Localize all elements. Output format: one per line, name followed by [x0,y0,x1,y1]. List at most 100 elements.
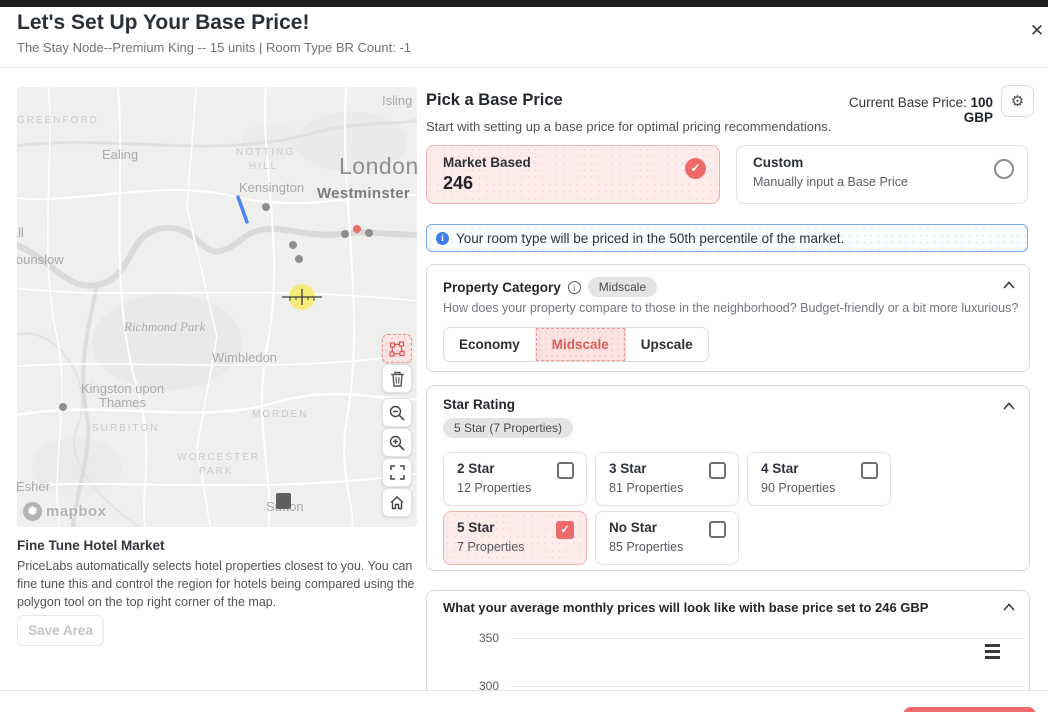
map-label-morden: MORDEN [252,409,309,420]
map-label-greenford: GREENFORD [17,115,99,126]
chevron-up-icon[interactable] [1003,603,1015,611]
next-button[interactable] [903,707,1036,712]
property-category-title: Property Category [443,279,561,295]
gear-icon: ⚙ [1010,92,1025,110]
hotel-dot [289,241,297,249]
property-category-header: Property Category i Midscale [443,277,658,297]
map-label-surbiton: SURBITON [92,423,160,434]
category-midscale-button[interactable]: Midscale [535,328,625,361]
gridline [511,638,1023,639]
dialog-footer [0,690,1048,712]
market-based-label: Market Based [443,155,531,170]
backdrop-bar [0,0,1048,7]
fullscreen-button[interactable] [382,458,412,487]
fullscreen-icon [389,465,405,480]
custom-option[interactable]: Custom Manually input a Base Price [736,145,1028,204]
map-label-hill: HILL [249,161,279,172]
map-label-esher: Esher [17,479,50,494]
pick-base-price-subtitle: Start with setting up a base price for o… [426,119,832,134]
map-label-ealing: Ealing [102,147,139,162]
polygon-tool-button[interactable] [382,334,412,363]
hotel-dot [262,203,270,211]
map-label-richmond-park: Richmond Park [124,319,206,334]
percentile-info-text: Your room type will be priced in the 50t… [456,230,845,246]
y-axis-tick: 350 [478,631,499,645]
property-category-description: How does your property compare to those … [443,301,1019,315]
property-category-segmented-control: Economy Midscale Upscale [443,327,709,362]
current-base-price: Current Base Price: 100 GBP [848,95,993,125]
selected-check-icon: ✓ [685,158,706,179]
map-label-park: PARK [199,466,234,477]
crosshair-icon [282,289,322,305]
property-category-panel: Property Category i Midscale How does yo… [426,264,1030,372]
map-roads-decoration [17,87,417,527]
star-option-4[interactable]: 4 Star 90 Properties [747,452,891,506]
checkbox-no-star[interactable] [709,521,726,538]
star-option-5[interactable]: 5 Star 7 Properties ✓ [443,511,587,565]
custom-description: Manually input a Base Price [753,175,908,189]
mapbox-icon: ✹ [23,502,42,521]
hotel-dot [365,229,373,237]
star-option-none[interactable]: No Star 85 Properties [595,511,739,565]
map-label-worcester: WORCESTER [177,452,260,463]
info-circle-icon[interactable]: i [567,280,581,294]
map-label-kensington: Kensington [239,180,305,195]
home-icon [390,496,404,510]
hotel-dot [341,230,349,238]
star-option-3[interactable]: 3 Star 81 Properties [595,452,739,506]
zoom-out-icon [389,405,405,421]
chevron-up-icon[interactable] [1003,402,1015,410]
star-rating-title: Star Rating [443,397,516,412]
zoom-in-button[interactable] [382,428,412,457]
current-base-price-value: 100 GBP [963,95,993,125]
recenter-home-button[interactable] [382,488,412,517]
map-label-westminster: Westminster [317,185,411,202]
map-label-notting: NOTTING [236,147,295,158]
chart-title: What your average monthly prices will lo… [443,600,929,615]
fine-tune-description: PriceLabs automatically selects hotel pr… [17,559,415,609]
header-divider [0,67,1048,68]
hotel-dot-highlight [353,225,361,233]
star-rating-badge: 5 Star (7 Properties) [443,418,574,438]
map-label-wimbledon: Wimbledon [212,350,278,365]
star-option-2[interactable]: 2 Star 12 Properties [443,452,587,506]
market-based-value: 246 [443,173,474,193]
info-icon: i [436,231,449,245]
custom-radio[interactable] [994,159,1014,179]
chevron-up-icon[interactable] [1003,281,1015,289]
map-label-london: London [339,153,417,179]
checkbox-4-star[interactable] [861,462,878,479]
cluster-marker [276,493,291,509]
category-economy-button[interactable]: Economy [444,328,536,361]
map-label-southall: thall [17,225,24,240]
polygon-icon [389,340,405,357]
save-area-button[interactable]: Save Area [17,615,104,646]
star-rating-panel: Star Rating 5 Star (7 Properties) 2 Star… [426,385,1030,571]
custom-label: Custom [753,155,804,170]
map-label-thames: Thames [99,395,146,410]
property-category-badge: Midscale [587,277,658,297]
percentile-info-banner: i Your room type will be priced in the 5… [426,224,1028,252]
checkbox-3-star[interactable] [709,462,726,479]
page-subtitle: The Stay Node--Premium King -- 15 units … [17,40,412,55]
map-label-kingston: Kingston upon [81,381,165,396]
hotel-dot [295,255,303,263]
trash-icon [390,371,404,387]
mapbox-logo: ✹ mapbox [23,502,107,521]
hotel-market-map[interactable]: GREENFORD thall Ealing NOTTING HILL Isli… [17,87,417,527]
fine-tune-title: Fine Tune Hotel Market [17,538,165,553]
zoom-out-button[interactable] [382,398,412,427]
settings-button[interactable]: ⚙ [1001,85,1034,117]
close-icon[interactable]: ✕ [1024,18,1048,44]
map-label-hounslow: lounslow [17,252,64,267]
checkbox-5-star[interactable]: ✓ [556,521,574,539]
hotel-dot [59,403,67,411]
y-axis-tick: 300 [478,679,499,693]
market-based-option[interactable]: Market Based 246 ✓ [426,145,720,204]
category-upscale-button[interactable]: Upscale [624,328,708,361]
checkbox-2-star[interactable] [557,462,574,479]
delete-area-button[interactable] [382,364,412,393]
chart-menu-icon[interactable] [985,644,1000,659]
page-title: Let's Set Up Your Base Price! [17,11,310,34]
